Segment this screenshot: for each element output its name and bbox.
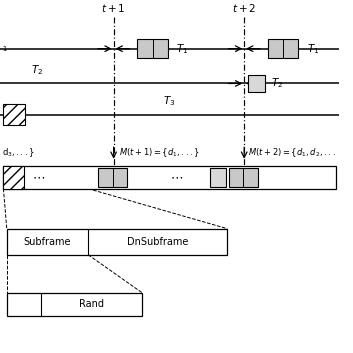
Text: $\cdots$: $\cdots$ (170, 171, 183, 184)
Text: $M(t+2)=\{d_1, d_2,...$: $M(t+2)=\{d_1, d_2,...$ (247, 146, 335, 160)
Text: $t+1$: $t+1$ (101, 2, 126, 14)
Text: $T_1$: $T_1$ (176, 42, 189, 55)
Bar (137, 39, 168, 58)
Bar (247, 75, 264, 92)
Bar (210, 168, 226, 187)
Text: DnSubframe: DnSubframe (127, 237, 189, 247)
Text: $t+2$: $t+2$ (232, 2, 256, 14)
Bar (229, 168, 258, 187)
Bar (268, 39, 299, 58)
Bar (7, 229, 227, 255)
Text: Subframe: Subframe (24, 237, 71, 247)
Bar (4, 166, 24, 189)
Text: $T_2$: $T_2$ (30, 64, 43, 77)
Bar (7, 293, 143, 316)
Bar (4, 104, 25, 125)
Bar (4, 166, 336, 189)
Bar (98, 168, 127, 187)
Text: $M(t+1)=\{d_1,...\}$: $M(t+1)=\{d_1,...\}$ (119, 146, 200, 160)
Text: $_1$: $_1$ (2, 44, 7, 54)
Text: $\cdots$: $\cdots$ (32, 171, 46, 184)
Text: $T_3$: $T_3$ (163, 95, 176, 108)
Text: $T_2$: $T_2$ (271, 77, 283, 90)
Text: $\mathrm{d}_3,...\}$: $\mathrm{d}_3,...\}$ (2, 146, 35, 160)
Text: Rand: Rand (79, 299, 104, 309)
Text: $T_1$: $T_1$ (307, 42, 319, 55)
